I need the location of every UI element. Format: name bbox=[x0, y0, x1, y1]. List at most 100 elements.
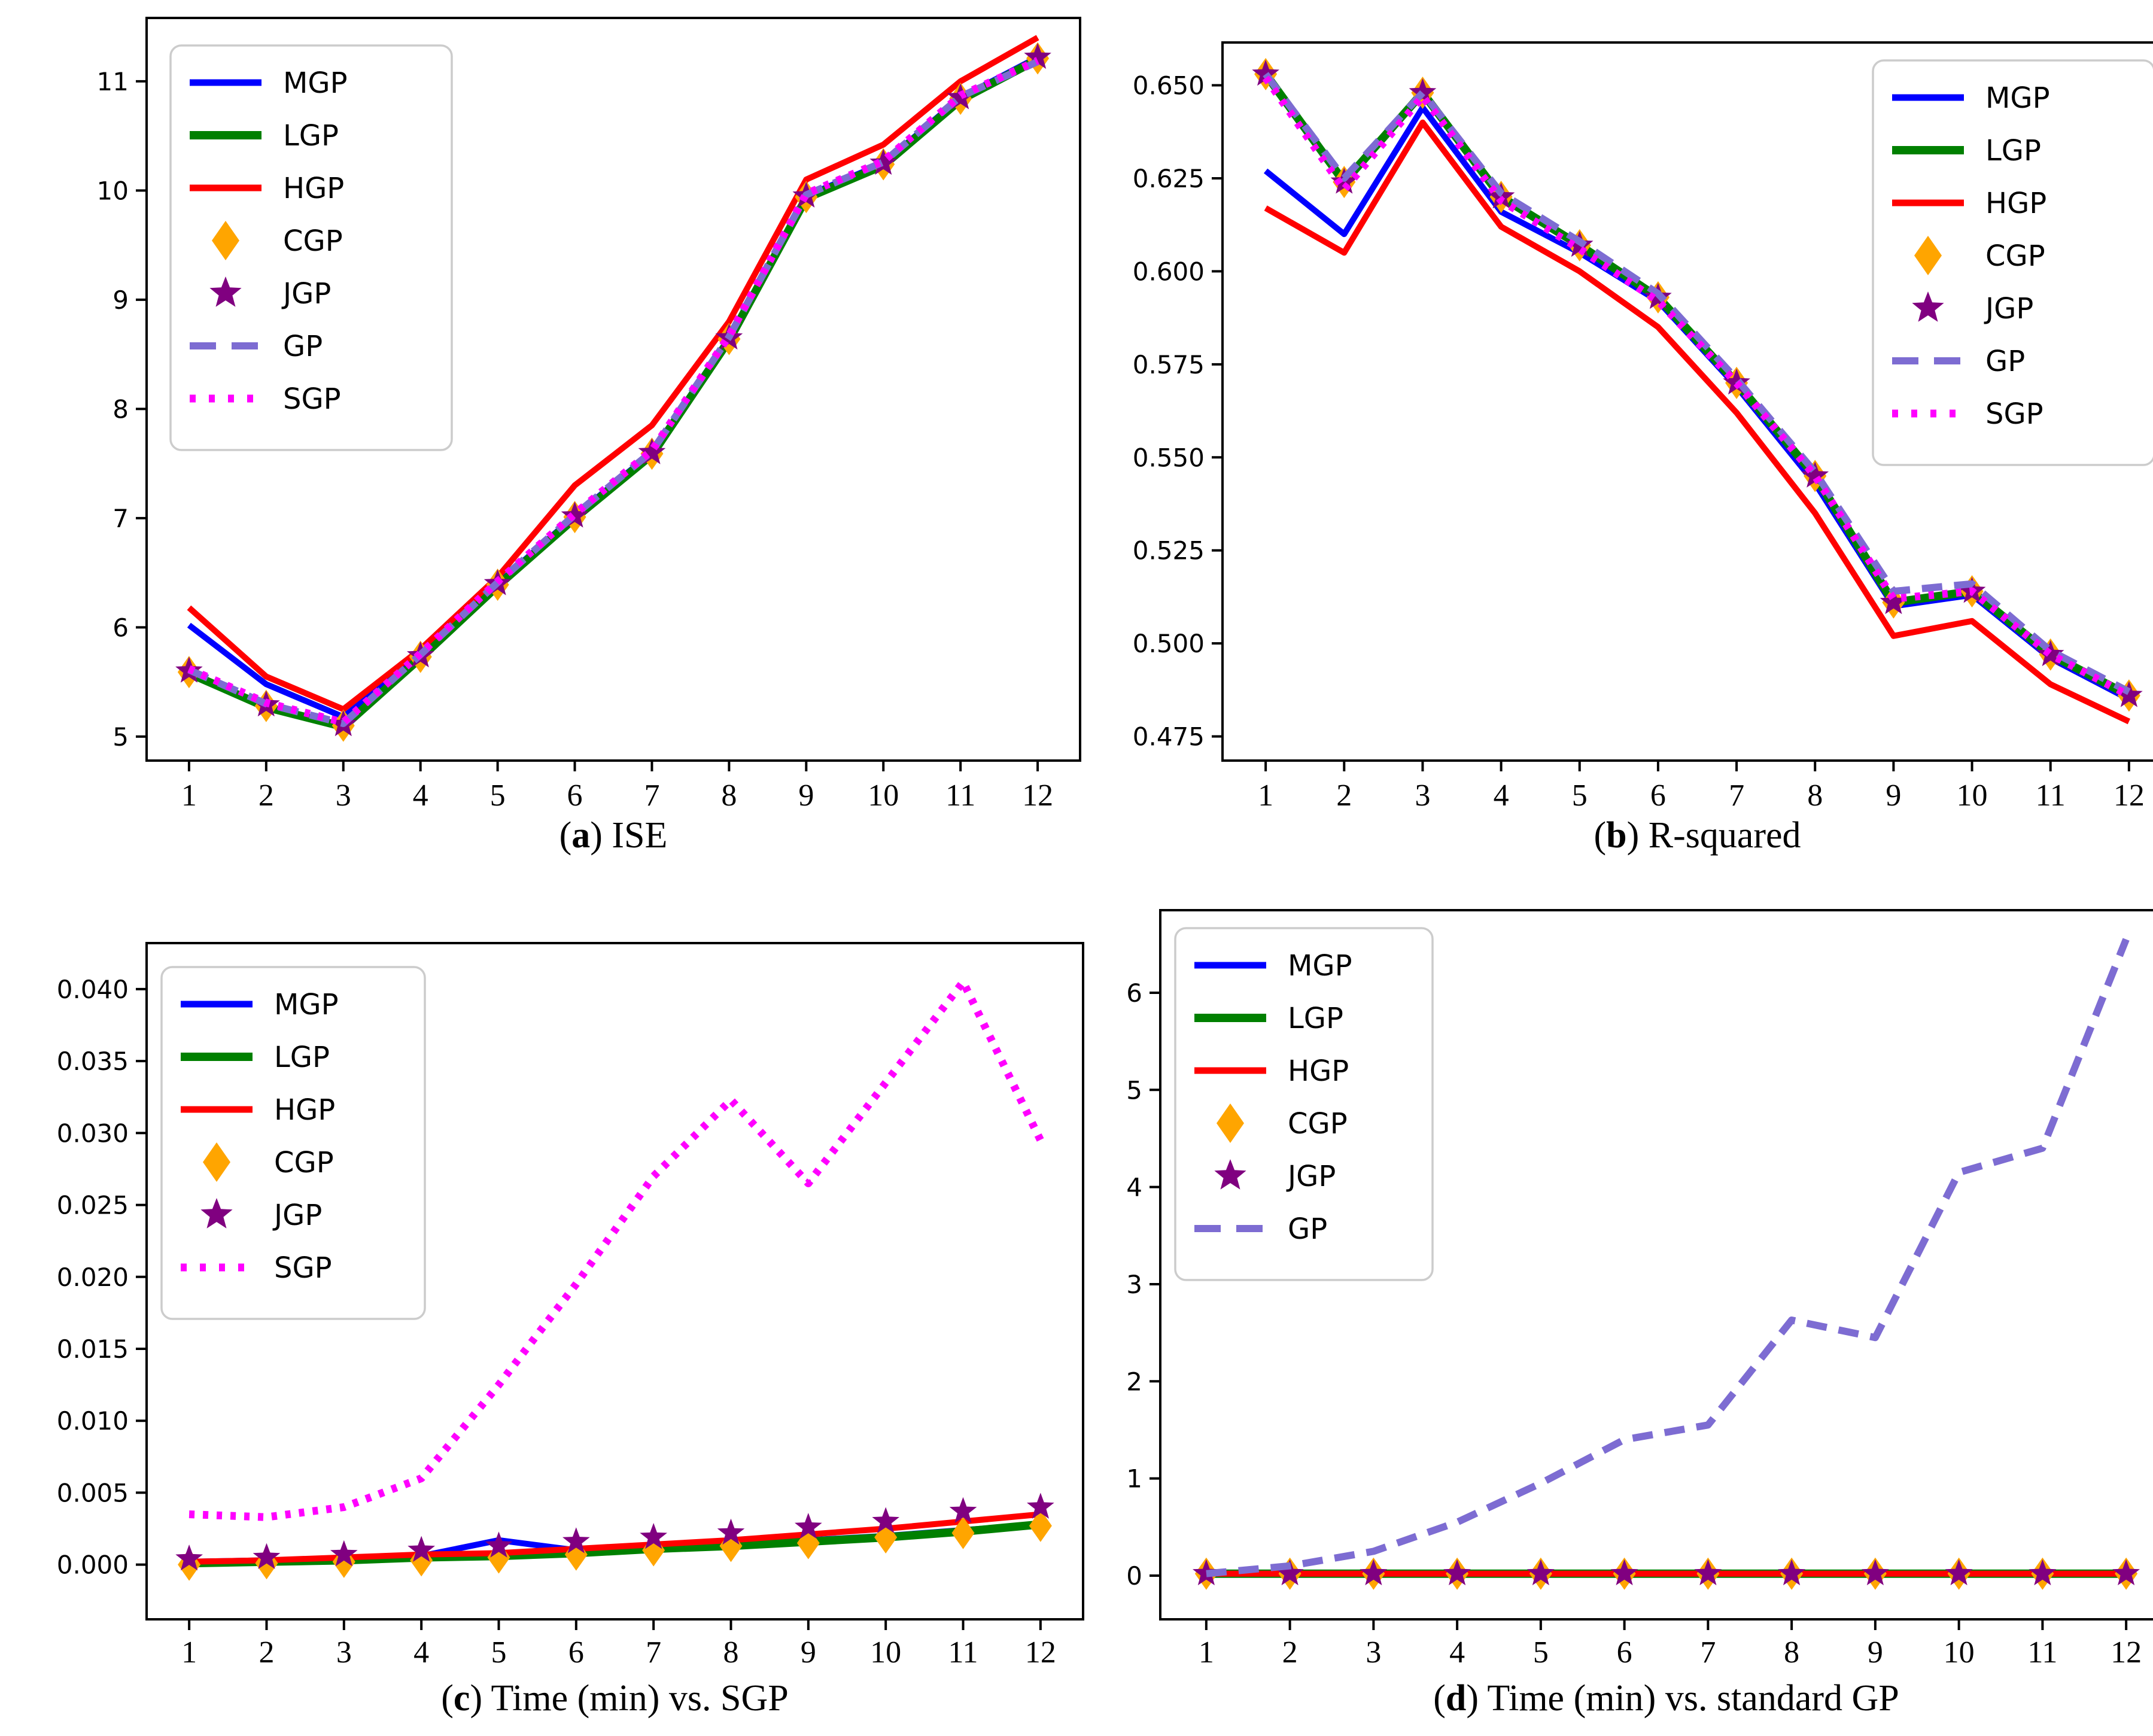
y-tick-label: 3 bbox=[1126, 1270, 1142, 1299]
jgp-star-marker bbox=[949, 1497, 977, 1524]
x-axis-ticks: 1 2 3 4 5 6 7 8 9 10 11 12 bbox=[181, 1619, 1056, 1670]
y-tick-label: 0.010 bbox=[57, 1406, 129, 1436]
jgp-star-marker bbox=[175, 1545, 203, 1571]
jgp-star-marker bbox=[330, 1540, 358, 1567]
y-tick-label: 5 bbox=[1126, 1075, 1142, 1105]
legend-label-hgp: HGP bbox=[1288, 1054, 1349, 1088]
jgp-star-marker bbox=[717, 1518, 745, 1545]
plot-border bbox=[145, 17, 1081, 762]
jgp-star-marker bbox=[638, 438, 666, 464]
jgp-star-marker bbox=[1027, 1492, 1054, 1519]
series-hgp-line bbox=[187, 35, 1039, 713]
panel-c-time-vs-sgp: 0.000 0.005 0.010 0.015 0.020 0.025 0.030 0.035… bbox=[24, 871, 1100, 1736]
legend-label-sgp: SGP bbox=[283, 382, 341, 416]
x-tick-label: 11 bbox=[948, 1635, 978, 1670]
jgp-star-marker bbox=[1610, 1559, 1638, 1586]
y-tick-label: 0.005 bbox=[57, 1478, 129, 1507]
legend-label-lgp: LGP bbox=[1288, 1002, 1343, 1035]
legend-label-jgp: JGP bbox=[1286, 1160, 1336, 1193]
x-tick-label: 2 bbox=[1336, 779, 1352, 813]
cgp-diamond-marker bbox=[212, 221, 239, 260]
legend: MGP LGP HGP CGP JGP GP SGP bbox=[169, 44, 453, 451]
x-tick-label: 8 bbox=[723, 1635, 739, 1670]
jgp-star-marker bbox=[1801, 461, 1829, 488]
plot-border bbox=[1221, 41, 2153, 762]
jgp-star-marker bbox=[2036, 640, 2064, 667]
jgp-star-marker bbox=[1252, 59, 1279, 86]
x-tick-label: 9 bbox=[1868, 1635, 1883, 1670]
x-tick-label: 8 bbox=[721, 779, 737, 813]
series-lines bbox=[175, 978, 1054, 1581]
x-tick-label: 7 bbox=[1729, 779, 1744, 813]
series-hgp-line bbox=[1264, 119, 2131, 725]
series-gp-line bbox=[1206, 938, 2130, 1577]
x-tick-label: 7 bbox=[646, 1635, 661, 1670]
jgp-star-marker bbox=[1723, 368, 1750, 395]
y-tick-label: 0.550 bbox=[1133, 443, 1205, 472]
series-lines bbox=[1193, 938, 2140, 1590]
x-tick-label: 12 bbox=[2111, 1635, 2142, 1670]
y-tick-label: 0.015 bbox=[57, 1334, 129, 1364]
x-tick-label: 9 bbox=[801, 1635, 816, 1670]
y-tick-label: 0.575 bbox=[1133, 350, 1205, 379]
series-sgp-line bbox=[187, 57, 1039, 726]
x-tick-label: 12 bbox=[2114, 779, 2145, 813]
y-axis-ticks: 0.000 0.005 0.010 0.015 0.020 0.025 0.030 0.035… bbox=[57, 975, 147, 1580]
series-hgp-line bbox=[189, 1511, 1041, 1565]
legend-label-hgp: HGP bbox=[283, 172, 344, 205]
jgp-star-marker bbox=[1214, 1159, 1246, 1190]
legend-label-mgp: MGP bbox=[283, 66, 348, 100]
y-tick-label: 10 bbox=[97, 176, 129, 205]
x-tick-label: 12 bbox=[1025, 1635, 1056, 1670]
y-tick-label: 0.475 bbox=[1133, 722, 1205, 752]
jgp-star-marker bbox=[640, 1523, 667, 1549]
series-jgp-markers bbox=[175, 1492, 1054, 1571]
x-tick-label: 3 bbox=[336, 1635, 352, 1670]
legend-label-gp: GP bbox=[1288, 1212, 1327, 1246]
jgp-star-marker bbox=[2112, 1559, 2140, 1586]
y-tick-label: 0.650 bbox=[1133, 71, 1205, 101]
legend-label-sgp: SGP bbox=[274, 1251, 332, 1285]
y-tick-label: 0.035 bbox=[57, 1047, 129, 1076]
legend-label-lgp: LGP bbox=[283, 119, 339, 153]
series-sgp-line bbox=[1262, 75, 2131, 699]
y-tick-label: 0.625 bbox=[1133, 164, 1205, 193]
legend: MGP LGP HGP CGP JGP SGP bbox=[160, 966, 426, 1320]
cgp-diamond-marker bbox=[1914, 236, 1942, 275]
x-tick-label: 5 bbox=[491, 1635, 506, 1670]
y-tick-label: 7 bbox=[112, 504, 129, 533]
x-tick-label: 4 bbox=[413, 1635, 429, 1670]
legend-label-hgp: HGP bbox=[274, 1093, 335, 1127]
y-tick-label: 8 bbox=[112, 394, 129, 424]
x-tick-label: 4 bbox=[413, 779, 428, 813]
y-tick-label: 2 bbox=[1126, 1367, 1142, 1396]
x-tick-label: 6 bbox=[1650, 779, 1666, 813]
jgp-star-marker bbox=[795, 1513, 822, 1539]
x-axis-ticks: 1 2 3 4 5 6 7 8 9 10 11 12 bbox=[1199, 1619, 2142, 1670]
jgp-star-marker bbox=[562, 1527, 590, 1553]
x-tick-label: 9 bbox=[1886, 779, 1901, 813]
legend-label-mgp: MGP bbox=[1985, 81, 2050, 115]
y-tick-label: 0.020 bbox=[57, 1263, 129, 1292]
x-tick-label: 11 bbox=[945, 779, 975, 813]
y-tick-label: 0.025 bbox=[57, 1191, 129, 1220]
jgp-star-marker bbox=[1880, 588, 1908, 615]
legend-label-jgp: JGP bbox=[281, 277, 331, 311]
x-tick-label: 1 bbox=[181, 1635, 197, 1670]
jgp-star-marker bbox=[1409, 78, 1437, 105]
x-tick-label: 10 bbox=[1944, 1635, 1975, 1670]
x-tick-label: 10 bbox=[870, 1635, 901, 1670]
x-tick-label: 12 bbox=[1022, 779, 1053, 813]
x-tick-label: 11 bbox=[2027, 1635, 2057, 1670]
y-tick-label: 0.500 bbox=[1133, 629, 1205, 658]
y-axis-ticks: 0.475 0.500 0.525 0.550 0.575 0.600 0.625 0.650 bbox=[1133, 71, 1223, 752]
jgp-star-marker bbox=[1945, 1559, 1973, 1586]
legend-label-cgp: CGP bbox=[1288, 1107, 1348, 1141]
plot-border bbox=[1159, 909, 2153, 1621]
jgp-star-marker bbox=[1862, 1559, 1889, 1586]
cgp-diamond-marker bbox=[719, 1530, 743, 1562]
jgp-star-marker bbox=[408, 1536, 435, 1562]
